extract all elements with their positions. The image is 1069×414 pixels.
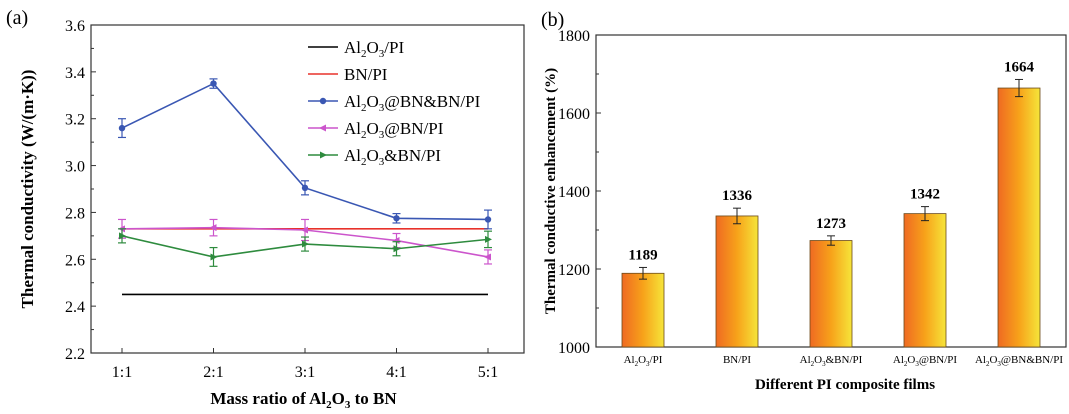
data-point (393, 245, 401, 253)
chart-panel-b: (b) 1000 1200 1400 1600 1800 1189 Al2O3/PI 1336 B… (541, 9, 1067, 393)
data-point (209, 224, 217, 232)
panel-label-b: (b) (541, 9, 564, 31)
data-point (118, 124, 126, 132)
panel-label-a: (a) (6, 7, 28, 29)
x-tick-label-b: BN/PI (723, 354, 751, 366)
bar (621, 272, 665, 348)
bar-value-label: 1664 (1004, 59, 1035, 75)
y-tick-label-b: 1400 (558, 184, 590, 201)
bar (809, 240, 853, 348)
bar-value-label: 1336 (722, 188, 753, 204)
x-tick-label-a: 2:1 (203, 364, 223, 381)
legend-label: Al2O3@BN/PI (344, 119, 444, 141)
data-point (393, 215, 400, 222)
legend-label: Al2O3@BN&BN/PI (344, 92, 481, 114)
y-tick-label-a: 3.6 (65, 18, 85, 35)
data-point (301, 226, 308, 234)
y-tick-label-a: 2.2 (65, 346, 85, 363)
x-tick-label-a: 5:1 (478, 364, 498, 381)
x-tick-label-b: Al2O3&BN/PI (800, 354, 863, 368)
data-point (484, 216, 492, 223)
y-tick-label-b: 1000 (558, 340, 590, 357)
x-tick-label-a: 4:1 (386, 364, 406, 381)
y-tick-label-b: 1600 (558, 106, 590, 123)
legend-marker (319, 124, 326, 132)
data-point (485, 235, 492, 243)
data-point (301, 184, 309, 192)
legend-label: Al2O3/PI (344, 38, 404, 60)
y-tick-label-a: 3.2 (65, 112, 85, 129)
legend-marker (320, 151, 327, 159)
bar-value-label: 1342 (910, 187, 940, 203)
data-point (210, 253, 218, 261)
y-tick-label-a: 3.0 (65, 159, 85, 176)
legend-marker (319, 97, 327, 105)
chart-panel-a: (a) 2.2 2.4 2.6 2.8 3.0 3.2 3.4 3.6 1:1 2:1 3:1 4:1 5… (6, 7, 525, 411)
y-axis-label-a: Thermal conductivity (W/(m·K)) (18, 70, 37, 309)
x-tick-label-b: Al2O3@BN/PI (893, 354, 958, 368)
bar (715, 215, 759, 348)
y-tick-label-a: 2.4 (65, 299, 85, 316)
legend-label: Al2O3&BN/PI (344, 146, 441, 168)
x-tick-label-b: Al2O3/PI (624, 354, 663, 368)
x-tick-label-a: 1:1 (112, 364, 132, 381)
data-point (119, 232, 126, 240)
y-tick-label-a: 2.8 (65, 205, 85, 222)
x-axis-label-a: Mass ratio of Al2O3 to BN (210, 389, 397, 411)
y-axis-label-b: Thermal conductive enhancement (%) (543, 68, 559, 314)
y-tick-label-b: 1800 (558, 28, 590, 45)
data-point (484, 253, 491, 261)
y-tick-label-a: 3.4 (65, 65, 85, 82)
x-axis-label-b: Different PI composite films (755, 377, 935, 393)
bar-value-label: 1273 (816, 216, 846, 232)
data-point (302, 240, 309, 248)
y-tick-label-a: 2.6 (65, 252, 85, 269)
bar-value-label: 1189 (628, 247, 657, 263)
bar (903, 213, 947, 348)
legend-label: BN/PI (344, 65, 388, 84)
data-point (210, 80, 217, 87)
bar (997, 87, 1041, 348)
x-tick-label-b: Al2O3@BN&BN/PI (975, 354, 1063, 368)
y-tick-label-b: 1200 (558, 262, 590, 279)
x-tick-label-a: 3:1 (295, 364, 315, 381)
